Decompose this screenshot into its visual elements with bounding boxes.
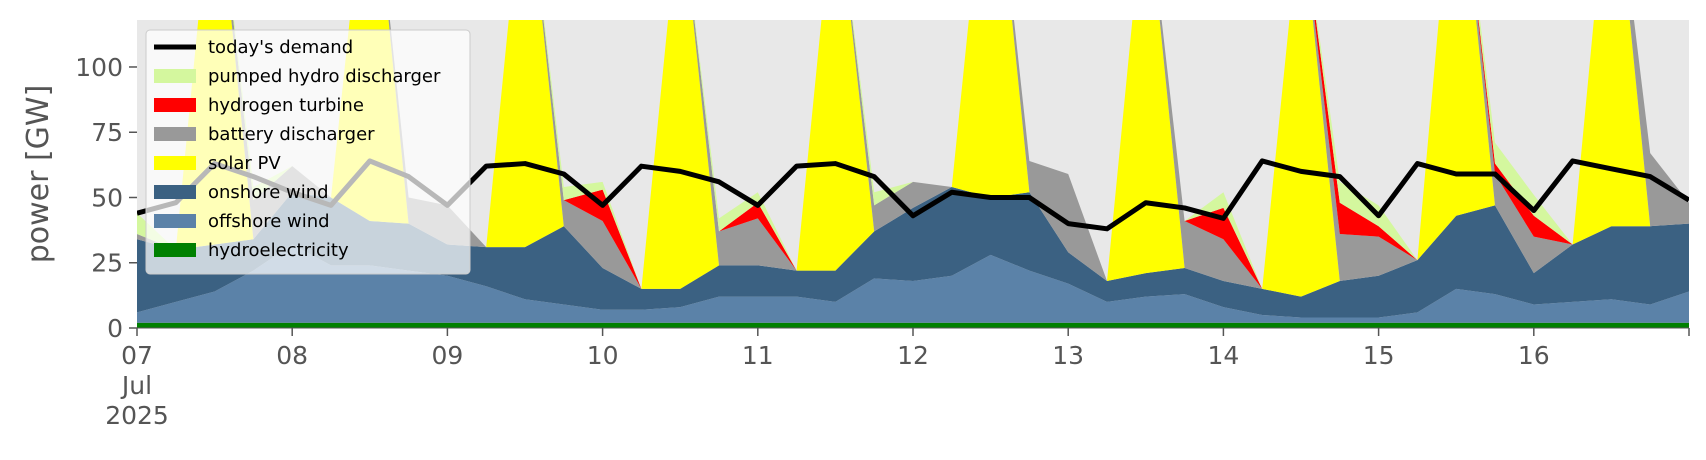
y-tick-label: 75 — [91, 118, 123, 147]
legend-swatch — [154, 214, 196, 228]
area-offshore-wind — [137, 244, 1689, 323]
legend-label: battery discharger — [208, 124, 375, 145]
x-tick-label: 12 — [897, 341, 929, 370]
x-tick-label: 13 — [1052, 341, 1084, 370]
legend-swatch — [154, 243, 196, 257]
area-solar-pv — [137, 20, 1689, 297]
y-axis: 0 25 50 75 100 — [75, 53, 137, 343]
legend-label: onshore wind — [208, 182, 329, 203]
legend-label: hydrogen turbine — [208, 95, 364, 116]
x-tick-label: 15 — [1363, 341, 1395, 370]
legend-swatch — [154, 98, 196, 112]
legend-label: solar PV — [208, 153, 281, 174]
x-tick-label: 08 — [276, 341, 308, 370]
y-tick-label: 25 — [91, 249, 123, 278]
x-tick-label: 09 — [431, 341, 463, 370]
legend-label: pumped hydro discharger — [208, 66, 441, 87]
x-tick-label: 16 — [1518, 341, 1550, 370]
y-tick-label: 0 — [107, 314, 123, 343]
x-tick-label: 14 — [1207, 341, 1239, 370]
x-tick-sublabel: Jul — [120, 371, 152, 400]
legend-swatch — [154, 185, 196, 199]
x-tick-sublabel: 2025 — [105, 401, 169, 430]
legend-label: today's demand — [208, 37, 353, 58]
legend-box — [145, 29, 471, 275]
legend-label: offshore wind — [208, 211, 330, 232]
x-tick-label: 10 — [587, 341, 619, 370]
legend: today's demand pumped hydro discharger hyd… — [145, 29, 471, 275]
legend-swatch — [154, 156, 196, 170]
y-tick-label: 50 — [91, 183, 123, 212]
area-battery-discharger — [137, 20, 1689, 289]
y-tick-label: 100 — [75, 53, 123, 82]
legend-swatch — [154, 69, 196, 83]
legend-swatch — [154, 127, 196, 141]
x-tick-label: 11 — [742, 341, 774, 370]
area-onshore-wind — [137, 187, 1689, 318]
y-axis-label: power [GW] — [21, 85, 56, 264]
area-hydroelectricity — [137, 322, 1689, 328]
area-series — [137, 20, 1689, 328]
legend-label: hydroelectricity — [208, 240, 349, 261]
x-tick-label: 07 — [121, 341, 153, 370]
